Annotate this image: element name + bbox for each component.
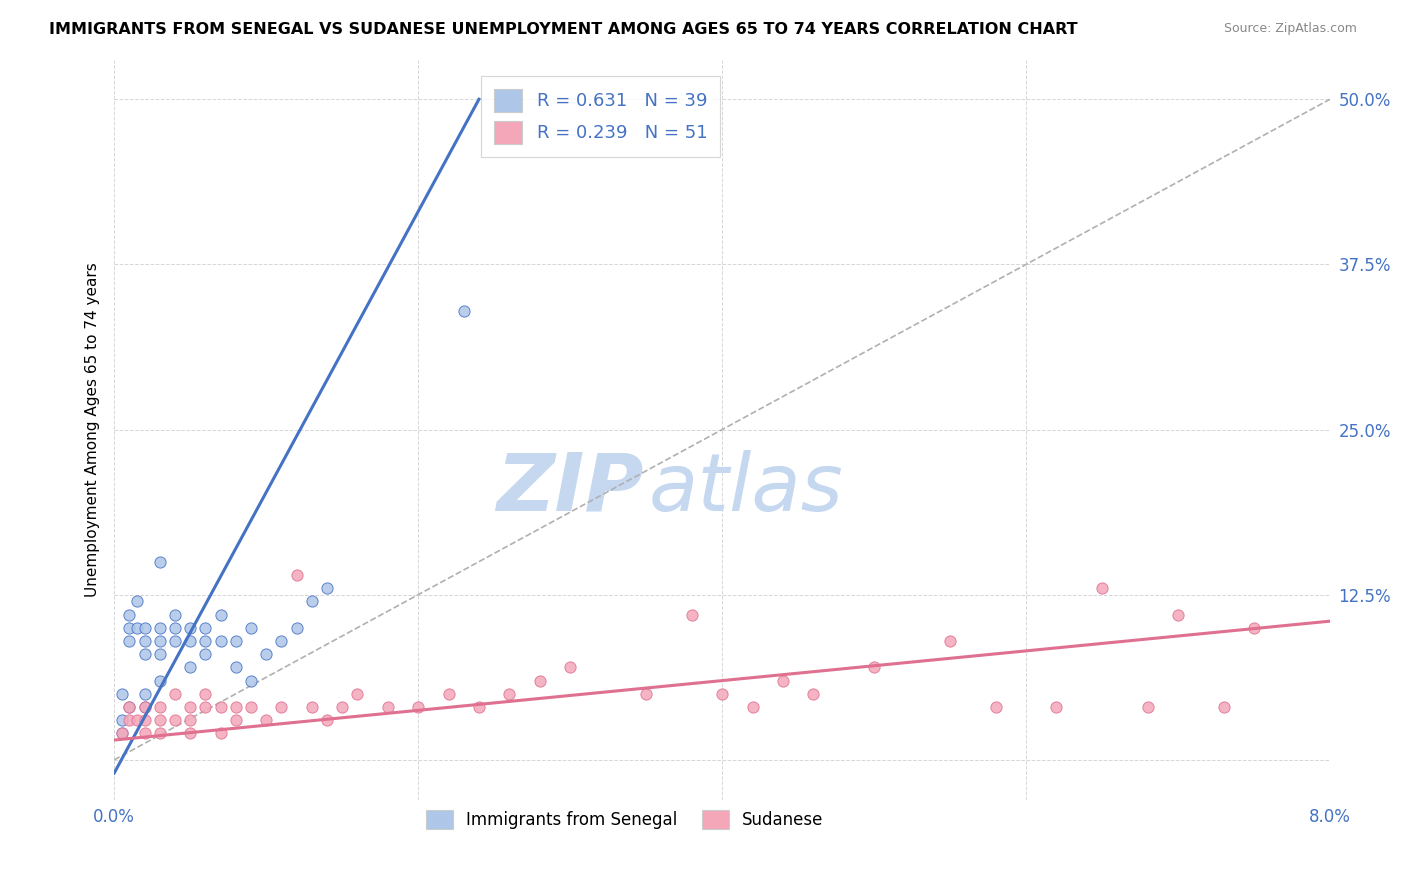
Point [939, 634, 962, 648]
Point [118, 700, 141, 714]
Point [225, 634, 247, 648]
Point [179, 660, 201, 674]
Text: ZIP: ZIP [496, 450, 643, 528]
Point [125, 713, 148, 727]
Point [270, 700, 292, 714]
Point [118, 713, 141, 727]
Point [179, 700, 201, 714]
Point [111, 726, 134, 740]
Point [134, 647, 156, 661]
Point [437, 687, 460, 701]
Point [406, 700, 429, 714]
Point [301, 594, 323, 608]
Point [772, 673, 794, 688]
Point [179, 726, 201, 740]
Point [149, 555, 172, 569]
Point [125, 621, 148, 635]
Point [711, 687, 734, 701]
Point [741, 700, 763, 714]
Point [125, 594, 148, 608]
Point [285, 568, 308, 582]
Point [1212, 700, 1234, 714]
Legend: Immigrants from Senegal, Sudanese: Immigrants from Senegal, Sudanese [419, 803, 831, 836]
Point [1167, 607, 1189, 622]
Point [498, 687, 520, 701]
Point [681, 607, 703, 622]
Point [529, 673, 551, 688]
Point [179, 634, 201, 648]
Point [468, 700, 491, 714]
Text: Source: ZipAtlas.com: Source: ZipAtlas.com [1223, 22, 1357, 36]
Point [209, 607, 232, 622]
Point [134, 687, 156, 701]
Point [111, 726, 134, 740]
Point [163, 687, 186, 701]
Point [254, 713, 277, 727]
Point [863, 660, 886, 674]
Point [179, 713, 201, 727]
Point [134, 634, 156, 648]
Point [194, 687, 217, 701]
Text: IMMIGRANTS FROM SENEGAL VS SUDANESE UNEMPLOYMENT AMONG AGES 65 TO 74 YEARS CORRE: IMMIGRANTS FROM SENEGAL VS SUDANESE UNEM… [49, 22, 1078, 37]
Point [194, 647, 217, 661]
Point [194, 634, 217, 648]
Point [225, 660, 247, 674]
Point [209, 700, 232, 714]
Point [301, 700, 323, 714]
Point [134, 713, 156, 727]
Point [1136, 700, 1159, 714]
Point [134, 700, 156, 714]
Y-axis label: Unemployment Among Ages 65 to 74 years: Unemployment Among Ages 65 to 74 years [86, 262, 100, 597]
Point [111, 713, 134, 727]
Point [560, 660, 582, 674]
Point [209, 634, 232, 648]
Point [118, 634, 141, 648]
Point [225, 700, 247, 714]
Point [163, 634, 186, 648]
Point [240, 700, 263, 714]
Point [285, 621, 308, 635]
Point [163, 713, 186, 727]
Point [118, 621, 141, 635]
Point [1091, 581, 1114, 595]
Point [270, 634, 292, 648]
Point [149, 700, 172, 714]
Point [346, 687, 368, 701]
Point [111, 687, 134, 701]
Point [149, 634, 172, 648]
Point [254, 647, 277, 661]
Point [453, 303, 475, 318]
Point [118, 607, 141, 622]
Point [316, 581, 339, 595]
Point [1045, 700, 1067, 714]
Point [1243, 621, 1265, 635]
Point [149, 621, 172, 635]
Point [240, 621, 263, 635]
Point [134, 700, 156, 714]
Point [163, 621, 186, 635]
Point [194, 621, 217, 635]
Point [801, 687, 824, 701]
Point [149, 726, 172, 740]
Point [194, 700, 217, 714]
Point [316, 713, 339, 727]
Point [984, 700, 1007, 714]
Text: atlas: atlas [650, 450, 844, 528]
Point [134, 726, 156, 740]
Point [225, 713, 247, 727]
Point [149, 713, 172, 727]
Point [209, 726, 232, 740]
Point [134, 621, 156, 635]
Point [118, 700, 141, 714]
Point [377, 700, 399, 714]
Point [240, 673, 263, 688]
Point [149, 673, 172, 688]
Point [636, 687, 658, 701]
Point [179, 621, 201, 635]
Point [163, 607, 186, 622]
Point [330, 700, 353, 714]
Point [149, 647, 172, 661]
